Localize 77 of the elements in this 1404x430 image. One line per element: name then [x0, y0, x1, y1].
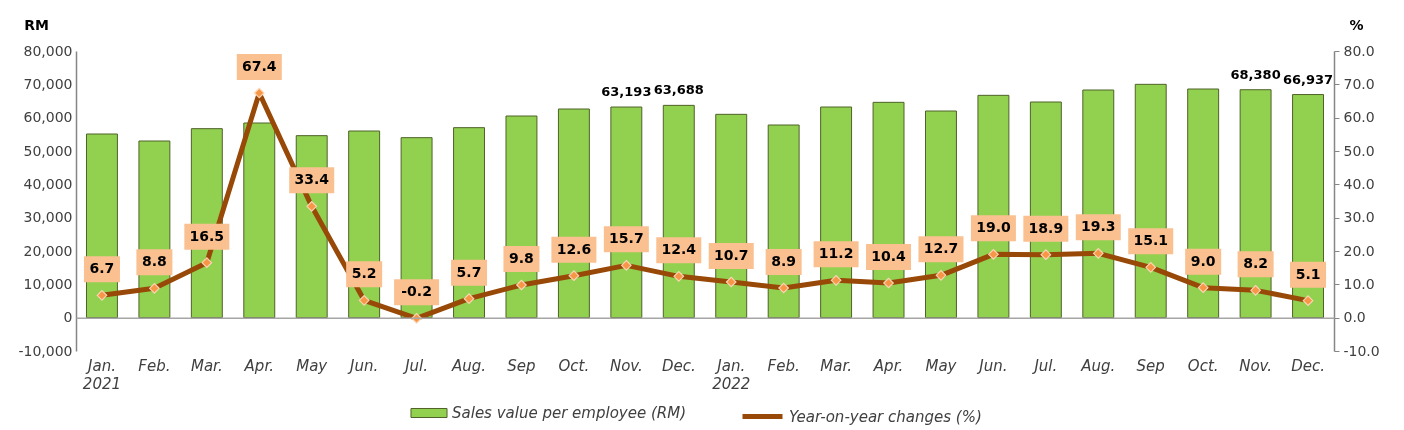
x-tick-label: Apr.: [872, 356, 904, 375]
data-label: 8.2: [1243, 255, 1269, 272]
legend-label: Year-on-year changes (%): [789, 407, 982, 426]
y2-tick-label: 40.0: [1343, 175, 1375, 192]
x-tick-label: Aug.: [1080, 356, 1116, 375]
y-tick-label: 20,000: [23, 242, 73, 259]
y-tick-label: -10,000: [18, 342, 73, 359]
x-tick-label: Feb.: [767, 356, 800, 375]
x-tick-label: Jun.: [976, 356, 1008, 375]
x-tick-label: Jan. 2022: [712, 356, 751, 393]
x-tick-label: Sep: [507, 356, 536, 375]
legend-label: Sales value per employee (RM): [452, 404, 686, 422]
data-label: 15.1: [1133, 232, 1168, 249]
data-label: 11.2: [818, 245, 854, 262]
data-label: 9.8: [509, 250, 534, 266]
x-tick-label: Nov.: [609, 356, 643, 375]
x-tick-label: Apr.: [243, 356, 274, 375]
data-label: 8.9: [771, 253, 797, 269]
data-label: 19.0: [976, 219, 1011, 236]
data-label: 63,193: [601, 84, 652, 100]
y-tick-label: 40,000: [23, 175, 73, 192]
y-axis-title: RM: [24, 16, 49, 33]
y2-tick-label: 0.0: [1343, 309, 1366, 326]
x-tick-label: Nov.: [1239, 356, 1273, 375]
x-tick-label: May: [296, 356, 329, 375]
y2-tick-label: -10.0: [1343, 342, 1380, 359]
y2-tick-label: 10.0: [1343, 275, 1375, 292]
y2-tick-label: 20.0: [1343, 242, 1375, 259]
data-label: 12.6: [556, 240, 592, 257]
data-label: 12.4: [661, 241, 697, 258]
data-label: 6.7: [89, 260, 115, 277]
data-label: -0.2: [401, 283, 432, 300]
data-label: 16.5: [189, 227, 225, 244]
y2-axis-title: %: [1349, 16, 1364, 33]
x-tick-label: Mar.: [190, 356, 223, 375]
data-label: 33.4: [294, 171, 330, 188]
data-label: 68,380: [1230, 66, 1281, 82]
x-tick-label: Aug.: [451, 356, 487, 375]
data-label: 66,937: [1282, 71, 1334, 87]
data-label: 19.3: [1081, 218, 1116, 235]
data-label: 10.7: [713, 247, 749, 263]
y2-tick-label: 60.0: [1343, 109, 1375, 126]
data-label: 15.7: [609, 230, 644, 247]
y-tick-label: 30,000: [23, 209, 73, 226]
data-label: 5.1: [1295, 265, 1321, 282]
data-label: 5.7: [456, 263, 482, 280]
x-tick-label: Oct.: [1187, 356, 1219, 375]
x-tick-label: Feb.: [138, 356, 171, 375]
y2-tick-label: 80.0: [1343, 42, 1375, 59]
x-tick-label: Mar.: [820, 356, 852, 375]
data-label: 12.7: [923, 240, 959, 257]
x-tick-label: Jun.: [347, 356, 379, 375]
x-tick-label: Jul.: [1031, 356, 1058, 375]
y-tick-label: 0: [63, 309, 73, 326]
y-tick-label: 60,000: [23, 109, 73, 126]
data-label: 10.4: [871, 248, 907, 264]
x-tick-label: Dec.: [661, 356, 696, 375]
y-tick-label: 80,000: [23, 42, 73, 59]
data-label: 5.2: [351, 265, 377, 282]
x-tick-label: May: [925, 356, 958, 375]
bar: [243, 122, 276, 319]
data-label: 63,688: [653, 82, 704, 98]
data-label: 8.8: [141, 253, 167, 270]
x-tick-label: Sep: [1136, 356, 1165, 375]
y2-tick-label: 70.0: [1343, 75, 1375, 92]
x-tick-label: Jan. 2021: [82, 356, 122, 393]
x-tick-label: Dec.: [1291, 356, 1325, 375]
data-label: 18.9: [1028, 219, 1064, 236]
data-label: 9.0: [1190, 252, 1216, 269]
y-tick-label: 50,000: [23, 142, 73, 159]
y-tick-label: 70,000: [23, 75, 73, 92]
data-label: 67.4: [242, 58, 277, 74]
y-tick-label: 10,000: [23, 275, 73, 292]
x-tick-label: Jul.: [402, 356, 429, 375]
y2-tick-label: 30.0: [1343, 209, 1375, 226]
x-tick-label: Oct.: [558, 356, 590, 375]
y2-tick-label: 50.0: [1343, 142, 1375, 159]
